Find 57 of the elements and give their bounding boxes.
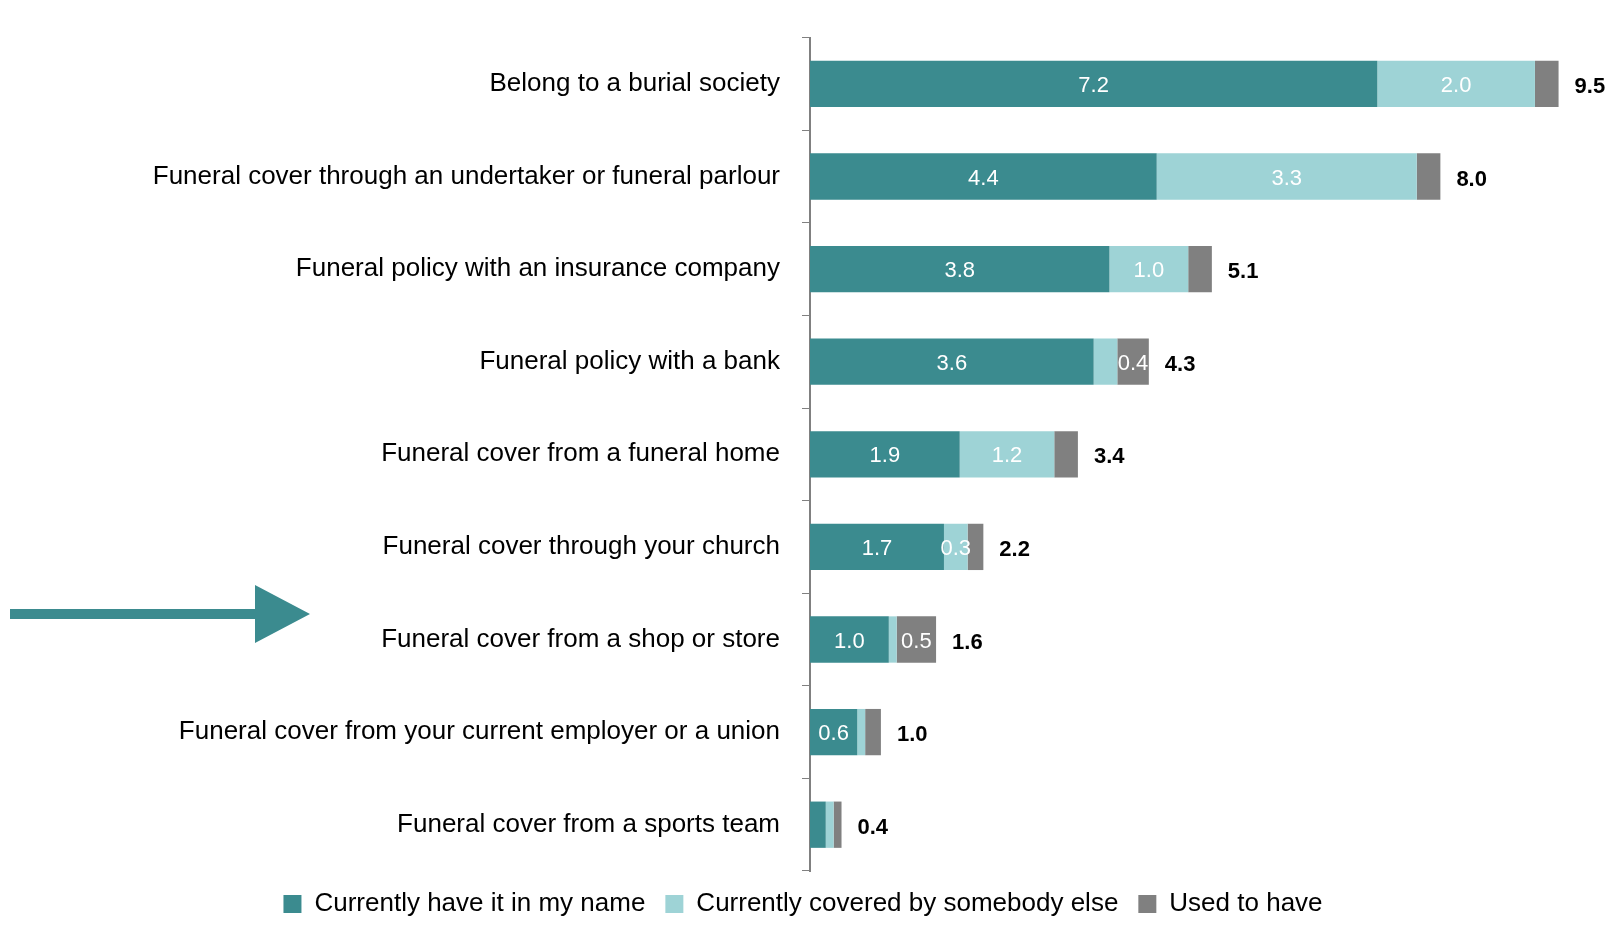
data-label: 3.6 — [936, 349, 968, 375]
bar — [1156, 153, 1417, 200]
data-label: 2.0 — [1440, 71, 1472, 97]
total-label: 1.6 — [952, 628, 983, 654]
y-tick-label: Funeral cover from a funeral home — [381, 437, 780, 468]
data-label: 0.6 — [818, 720, 849, 746]
data-label: 0.4 — [1117, 349, 1149, 375]
bar — [1416, 153, 1441, 200]
legend-label: Used to have — [1169, 887, 1323, 918]
data-label: 3.8 — [944, 257, 976, 283]
legend-label: Currently have it in my name — [314, 887, 646, 918]
data-label: 7.2 — [1078, 71, 1109, 97]
legend-label: Currently covered by somebody else — [696, 887, 1119, 918]
y-tick-label: Funeral cover through your church — [382, 530, 780, 561]
bar — [888, 616, 897, 663]
bar — [1534, 60, 1559, 108]
data-label: 1.0 — [834, 627, 865, 653]
total-label: 0.4 — [857, 813, 889, 839]
bar — [1093, 338, 1118, 385]
bar — [857, 708, 866, 756]
bar — [1377, 60, 1535, 108]
bar — [825, 801, 834, 848]
bar — [810, 153, 1157, 200]
bar — [810, 60, 1378, 108]
bar — [810, 338, 1094, 385]
data-label: 0.5 — [901, 627, 932, 653]
bar — [810, 431, 960, 478]
bar — [810, 616, 889, 663]
total-label: 4.3 — [1164, 350, 1196, 376]
total-label: 9.5 — [1574, 72, 1606, 98]
y-tick-label: Funeral policy with a bank — [479, 344, 781, 375]
bar — [865, 708, 881, 756]
bar — [1109, 245, 1189, 293]
y-tick-label: Funeral policy with an insurance company — [295, 252, 780, 283]
data-label: 3.3 — [1271, 164, 1303, 190]
bar — [1054, 431, 1078, 478]
data-label: 4.4 — [968, 164, 999, 190]
y-tick-label: Funeral cover from your current employer or a union — [178, 715, 780, 746]
bar — [896, 616, 937, 663]
total-label: 3.4 — [1093, 443, 1126, 469]
y-tick-label: Funeral cover through an undertaker or funeral parlour — [152, 159, 781, 190]
total-label: 5.1 — [1227, 258, 1259, 284]
bar — [959, 431, 1055, 478]
bar — [833, 801, 842, 848]
y-tick-label: Funeral cover from a shop or store — [381, 622, 780, 653]
data-label: 1.0 — [1133, 257, 1165, 283]
y-tick-label: Belong to a burial society — [489, 67, 780, 98]
total-label: 1.0 — [896, 721, 928, 747]
bar — [1188, 245, 1212, 293]
data-label: 1.2 — [991, 442, 1023, 468]
data-label: 1.7 — [861, 534, 893, 560]
total-label: 2.2 — [999, 535, 1030, 561]
total-label: 8.0 — [1456, 165, 1487, 191]
bar — [810, 801, 826, 848]
data-label: 1.9 — [869, 442, 901, 468]
bar — [810, 245, 1110, 293]
y-tick-label: Funeral cover from a sports team — [397, 807, 780, 838]
